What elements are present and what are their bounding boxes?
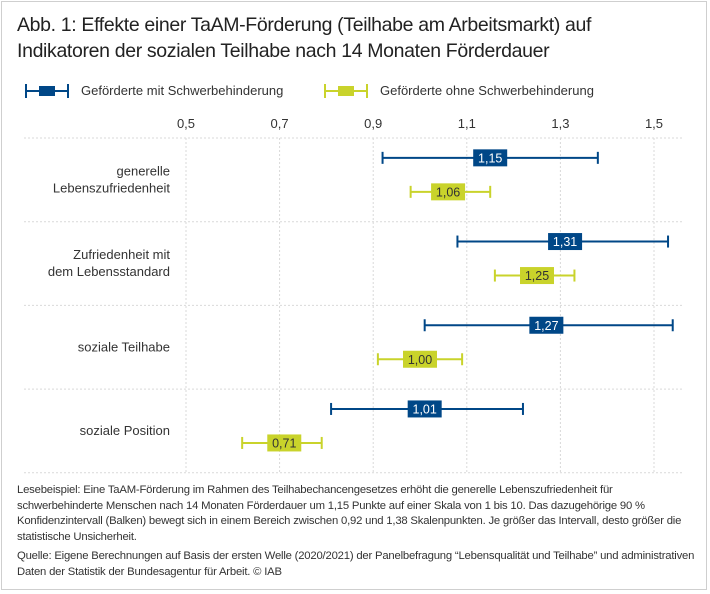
point-estimate-box-with (548, 233, 583, 251)
x-tick-label: 0,9 (364, 116, 382, 131)
data-label-without: 1,00 (408, 353, 432, 367)
point-estimate-box-without (403, 350, 437, 368)
source-note: Quelle: Eigene Berechnungen auf Basis de… (17, 550, 695, 578)
legend-item-with: Geförderte mit Schwerbehinderung (25, 83, 283, 98)
legend-label-without: Geförderte ohne Schwerbehinderung (380, 83, 594, 98)
x-tick-label: 0,5 (177, 116, 195, 131)
data-label-with: 1,31 (553, 235, 577, 249)
reading-example: Lesebeispiel: Eine TaAM-Förderung im Rah… (17, 484, 682, 543)
x-tick-label: 1,1 (458, 116, 476, 131)
chart-title: Abb. 1: Effekte einer TaAM-Förderung (Te… (17, 12, 591, 64)
legend-item-without: Geförderte ohne Schwerbehinderung (324, 83, 594, 98)
legend-errorbar-icon-without (324, 83, 368, 98)
point-estimate-box-with (473, 149, 508, 167)
legend-label-with: Geförderte mit Schwerbehinderung (81, 83, 284, 98)
x-tick-label: 1,5 (645, 116, 663, 131)
data-label-with: 1,01 (413, 402, 437, 416)
point-estimate-box-without (520, 267, 554, 285)
point-estimate-box-without (431, 183, 466, 201)
category-label: dem Lebensstandard (48, 264, 170, 279)
data-label-without: 1,06 (436, 185, 460, 199)
point-estimate-box-with (529, 316, 564, 334)
data-label-with: 1,15 (478, 151, 502, 165)
title-line-1: Abb. 1: Effekte einer TaAM-Förderung (Te… (17, 14, 592, 36)
category-label: Zufriedenheit mit (73, 247, 170, 262)
point-estimate-box-with (407, 400, 442, 418)
data-label-with: 1,27 (534, 319, 558, 333)
point-estimate-box-without (267, 434, 302, 452)
legend-errorbar-icon-with (25, 83, 69, 98)
title-line-2: Indikatoren der sozialen Teilhabe nach 1… (17, 40, 550, 62)
x-tick-label: 0,7 (271, 116, 289, 131)
footnote: Lesebeispiel: Eine TaAM-Förderung im Rah… (17, 483, 697, 584)
category-label: soziale Teilhabe (78, 339, 170, 354)
category-label: soziale Position (80, 423, 170, 438)
data-label-without: 1,25 (525, 269, 549, 283)
data-label-without: 0,71 (272, 436, 296, 450)
category-label: Lebenszufriedenheit (53, 180, 170, 195)
x-tick-label: 1,3 (551, 116, 569, 131)
category-label: generelle (117, 163, 171, 178)
